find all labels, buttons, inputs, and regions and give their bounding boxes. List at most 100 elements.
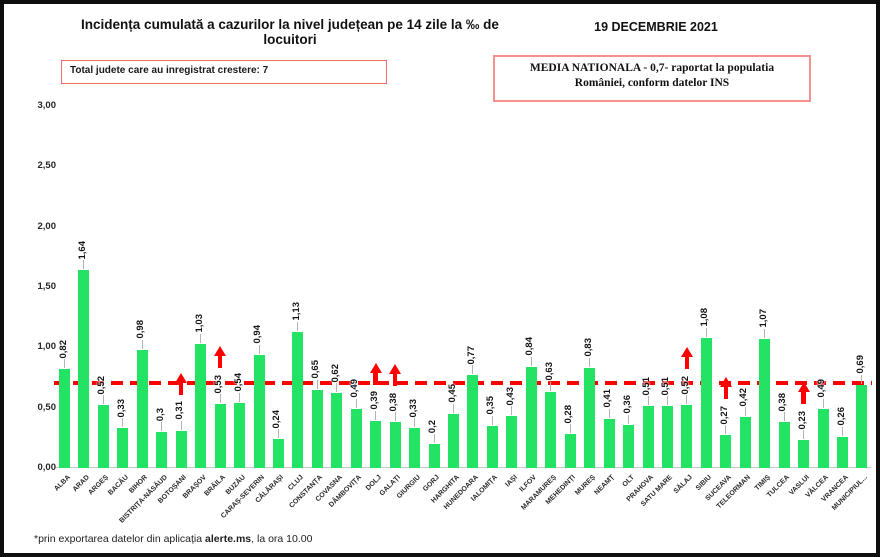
bar-value-label: 0,52 bbox=[679, 375, 691, 395]
report-date: 19 DECEMBRIE 2021 bbox=[594, 20, 718, 34]
increase-arrow-icon bbox=[797, 382, 810, 405]
bar-value-label: 0,36 bbox=[621, 395, 633, 414]
national-average-line bbox=[54, 381, 872, 385]
bar-value-label: 0,24 bbox=[271, 409, 283, 429]
bar-leader-line bbox=[141, 339, 143, 349]
bar-value-label: 0,28 bbox=[563, 404, 575, 424]
bar-value-label: 0,3 bbox=[154, 407, 166, 421]
bar bbox=[214, 404, 226, 468]
y-axis-tick-label: 2,00 bbox=[37, 220, 57, 232]
bar bbox=[525, 366, 537, 468]
bar-value-label: 1,64 bbox=[76, 240, 88, 260]
bar bbox=[156, 431, 168, 468]
increase-arrow-head bbox=[175, 372, 188, 383]
bar-leader-line bbox=[550, 381, 552, 391]
bar-value-label: 0,31 bbox=[174, 401, 186, 420]
bar-leader-line bbox=[511, 406, 513, 416]
y-axis-tick-label: 1,00 bbox=[37, 341, 57, 353]
bar-value-label: 0,27 bbox=[718, 405, 730, 425]
bar-value-label: 0,2 bbox=[427, 419, 439, 433]
bar-leader-line bbox=[861, 374, 863, 384]
bar bbox=[448, 413, 459, 468]
increase-arrow-head bbox=[214, 346, 227, 357]
bar-leader-line bbox=[647, 396, 649, 406]
bar bbox=[136, 349, 148, 468]
bar-leader-line bbox=[64, 359, 65, 369]
bar bbox=[467, 375, 479, 468]
bar-value-label: 0,51 bbox=[641, 376, 652, 396]
bar-value-label: 0,33 bbox=[115, 398, 127, 418]
bar bbox=[97, 405, 109, 468]
bar-value-label: 0,49 bbox=[349, 379, 361, 398]
bar-leader-line bbox=[569, 424, 571, 434]
increase-arrow-icon bbox=[175, 372, 188, 395]
increase-arrow-stem bbox=[373, 372, 378, 385]
bar-value-label: 0,39 bbox=[368, 391, 380, 410]
bar-value-label: 1,07 bbox=[757, 309, 769, 328]
bar-value-label: 0,38 bbox=[388, 392, 400, 412]
x-axis-baseline bbox=[54, 467, 871, 468]
bar bbox=[195, 343, 207, 468]
bar-value-label: 0,77 bbox=[465, 345, 477, 365]
increase-arrow-stem bbox=[684, 357, 690, 370]
footer-note: *prin exportarea datelor din aplicația a… bbox=[34, 533, 312, 545]
bar bbox=[292, 331, 304, 468]
bar-leader-line bbox=[472, 365, 474, 375]
increase-arrow-icon bbox=[680, 347, 693, 370]
bar-leader-line bbox=[433, 433, 435, 443]
chart-title: Incidența cumulată a cazurilor la nivel … bbox=[81, 17, 499, 47]
bar bbox=[700, 337, 712, 468]
increase-arrow-stem bbox=[392, 374, 398, 387]
bar bbox=[798, 440, 810, 468]
bar-value-label: 0,51 bbox=[660, 376, 672, 396]
bar-value-label: 0,49 bbox=[816, 379, 828, 398]
bar-value-label: 0,98 bbox=[135, 320, 147, 339]
increase-arrow-head bbox=[389, 364, 402, 375]
bar bbox=[409, 428, 421, 468]
bar-leader-line bbox=[258, 344, 260, 354]
bar-leader-line bbox=[219, 394, 221, 404]
bar-leader-line bbox=[375, 410, 377, 420]
bar bbox=[486, 425, 498, 468]
bar bbox=[175, 430, 187, 468]
bar bbox=[253, 354, 265, 468]
bar-leader-line bbox=[161, 421, 163, 431]
bar-leader-line bbox=[686, 395, 688, 405]
bar bbox=[311, 389, 323, 468]
bar-value-label: 1,13 bbox=[290, 302, 302, 321]
bar-leader-line bbox=[200, 333, 202, 343]
bar-value-label: 0,23 bbox=[796, 410, 808, 430]
bar-leader-line bbox=[589, 357, 591, 367]
footer-note-prefix: *prin exportarea datelor din aplicația bbox=[34, 533, 206, 545]
bar-leader-line bbox=[725, 425, 727, 435]
bar bbox=[759, 338, 771, 468]
bar-leader-line bbox=[822, 398, 824, 408]
bar-leader-line bbox=[316, 379, 318, 389]
bar-value-label: 0,65 bbox=[310, 360, 322, 379]
bar bbox=[331, 393, 343, 468]
bar-leader-line bbox=[102, 395, 104, 405]
increase-arrow-stem bbox=[723, 387, 729, 400]
bar-value-label: 0,94 bbox=[252, 325, 263, 344]
y-axis-tick-label: 1,50 bbox=[37, 280, 57, 292]
bar-leader-line bbox=[394, 412, 396, 422]
bar-value-label: 0,54 bbox=[232, 373, 244, 392]
bar-value-label: 1,03 bbox=[193, 314, 205, 333]
increase-arrow-icon bbox=[369, 362, 382, 385]
bar bbox=[428, 443, 440, 468]
increase-arrow-stem bbox=[801, 392, 806, 405]
y-axis-tick-label: 3,00 bbox=[37, 99, 57, 111]
bar bbox=[389, 422, 401, 468]
bar-value-label: 0,45 bbox=[446, 384, 458, 403]
increase-arrow-head bbox=[369, 362, 382, 373]
bar bbox=[506, 416, 518, 468]
bar-value-label: 0,62 bbox=[329, 363, 341, 383]
bar-value-label: 0,43 bbox=[504, 386, 516, 406]
bar bbox=[739, 417, 751, 468]
bar bbox=[720, 435, 732, 468]
increase-arrow-stem bbox=[178, 382, 184, 395]
bar bbox=[78, 270, 90, 468]
bar bbox=[856, 384, 868, 468]
national-average-box: MEDIA NATIONALA - 0,7- raportat la popul… bbox=[493, 55, 811, 102]
